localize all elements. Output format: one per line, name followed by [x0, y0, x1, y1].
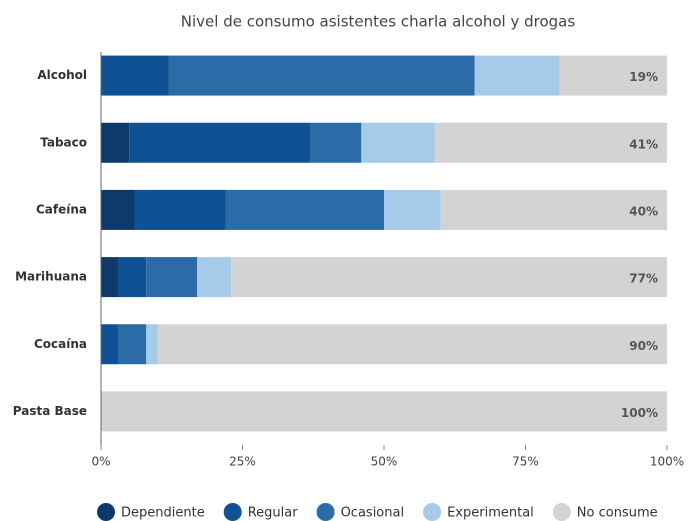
y-tick-label: Cafeína [36, 202, 87, 216]
bar-segment [474, 55, 560, 96]
bar-segment [146, 324, 158, 365]
bar-segment [146, 257, 198, 298]
y-tick-label: Alcohol [37, 68, 87, 82]
bar-segment [168, 55, 475, 96]
x-tick-label: 100% [650, 455, 684, 469]
legend-label: Dependiente [121, 506, 205, 521]
y-tick-label: Cocaína [34, 337, 87, 351]
bar-segment [129, 122, 311, 163]
legend-marker [552, 503, 571, 521]
bar-segment [101, 55, 169, 96]
legend-marker [423, 503, 442, 521]
value-label: 100% [621, 406, 658, 420]
bar-segment [101, 257, 118, 298]
bar-segment [101, 391, 667, 432]
bar-segment [197, 257, 232, 298]
chart-title: Nivel de consumo asistentes charla alcoh… [181, 13, 576, 31]
legend-label: Regular [248, 506, 299, 521]
value-label: 77% [629, 272, 658, 286]
legend-marker [223, 503, 242, 521]
bar-segment [559, 55, 667, 96]
x-tick-label: 50% [371, 455, 398, 469]
bar-segment [434, 122, 667, 163]
bar-segment [231, 257, 667, 298]
bar-segment [101, 189, 135, 230]
legend-label: Ocasional [341, 506, 405, 521]
value-label: 19% [629, 70, 658, 84]
value-label: 41% [629, 137, 658, 151]
bar-segment [101, 122, 130, 163]
legend-label: Experimental [447, 506, 534, 521]
x-tick-label: 0% [91, 455, 110, 469]
bar-segment [101, 324, 118, 365]
x-tick-label: 75% [512, 455, 539, 469]
bar-segment [117, 257, 147, 298]
value-label: 40% [629, 204, 658, 218]
bar-segment [134, 189, 226, 230]
legend-label: No consume [577, 506, 658, 521]
bar-segment [361, 122, 435, 163]
y-tick-label: Pasta Base [13, 404, 87, 418]
legend-marker [97, 503, 115, 521]
legend-marker [316, 503, 335, 521]
bar-segment [440, 189, 667, 230]
bar-segment [117, 324, 147, 365]
y-tick-label: Tabaco [40, 135, 87, 149]
bar-segment [384, 189, 441, 230]
x-tick-label: 25% [229, 455, 256, 469]
bar-segment [310, 122, 362, 163]
value-label: 90% [629, 339, 658, 353]
bar-segment [225, 189, 384, 230]
y-tick-label: Marihuana [15, 270, 87, 284]
bar-segment [157, 324, 667, 365]
